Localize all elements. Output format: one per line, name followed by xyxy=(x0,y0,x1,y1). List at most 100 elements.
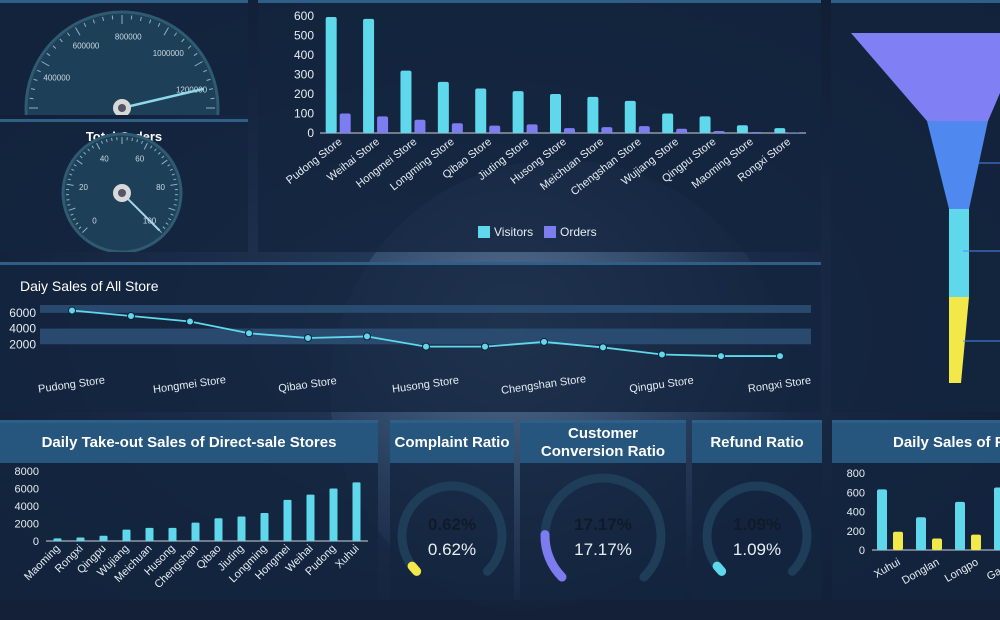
takeout-bar xyxy=(307,495,315,541)
takeout-bar xyxy=(330,489,338,542)
visitors-gauge-panel: 2000004000006000008000001000000120000014… xyxy=(0,0,248,115)
bar-orders xyxy=(601,127,612,133)
ring-value-secondary: 17.17% xyxy=(574,540,632,559)
y-tick-label: 400 xyxy=(294,48,314,62)
y-tick-label: 500 xyxy=(294,29,314,43)
bar-series-1 xyxy=(971,535,981,550)
bar-visitors xyxy=(326,17,337,133)
ring-value: 17.17% xyxy=(574,515,632,534)
y-tick-label: 0 xyxy=(307,126,314,140)
bar-visitors xyxy=(737,125,748,133)
sales-point xyxy=(128,313,135,320)
takeout-bar xyxy=(54,538,62,541)
orders-gauge-panel: Total Orders 020406080100 xyxy=(0,119,248,252)
x-tick-label: Longpo xyxy=(943,556,981,585)
orders-tick xyxy=(112,138,113,141)
y-tick-label: 2000 xyxy=(9,337,36,351)
orders-tick xyxy=(132,138,133,141)
legend-swatch xyxy=(478,226,490,238)
stripe-band xyxy=(40,329,811,345)
funnel-stage xyxy=(927,121,988,209)
gauge-tick-label: 800000 xyxy=(115,32,142,41)
y-tick-label: 800 xyxy=(847,468,865,480)
bar-visitors xyxy=(475,89,486,133)
sales-point xyxy=(541,338,548,345)
x-tick-label: Xuhui xyxy=(333,543,361,571)
ring-value: 0.62% xyxy=(428,515,476,534)
stripe-band xyxy=(40,305,811,313)
x-tick-label: Chengshan Store xyxy=(500,373,586,397)
x-tick-label: Qingpu Store xyxy=(629,375,695,396)
gauge-tick-label: 1000000 xyxy=(153,49,185,58)
bar-series-0 xyxy=(916,517,926,550)
funnel-panel xyxy=(831,0,1000,412)
takeout-bar xyxy=(192,523,200,541)
bar-orders xyxy=(527,124,538,133)
funnel-stage xyxy=(949,209,969,297)
x-tick-label: Xuhui xyxy=(872,556,902,580)
y-tick-label: 100 xyxy=(294,107,314,121)
orders-tick xyxy=(67,205,70,206)
orders-tick xyxy=(174,205,177,206)
sales-point xyxy=(69,307,76,314)
x-tick-label: Qibao Store xyxy=(278,375,338,395)
ring-value-secondary: 1.09% xyxy=(733,540,781,559)
bar-visitors xyxy=(774,128,785,133)
bar-visitors xyxy=(363,19,374,133)
bar-visitors xyxy=(662,114,673,134)
bar-visitors xyxy=(550,94,561,133)
conversion-panel: Customer Conversion Ratio 17.17%17.17% xyxy=(520,420,686,600)
orders-tick-label: 80 xyxy=(156,183,165,192)
bar-visitors xyxy=(438,82,449,133)
y-tick-label: 600 xyxy=(847,487,865,499)
y-tick-label: 300 xyxy=(294,68,314,82)
x-tick-label: Gangh xyxy=(985,556,1000,583)
funnel-stage xyxy=(851,33,1000,121)
y-tick-label: 2000 xyxy=(15,519,39,531)
orders-tick-label: 0 xyxy=(92,217,97,226)
complaint-panel: Complaint Ratio 0.62%0.62% xyxy=(390,420,514,600)
orders-tick-label: 60 xyxy=(135,154,144,163)
bar-series-0 xyxy=(877,489,887,550)
bar-orders xyxy=(714,131,725,133)
funnel-chart xyxy=(831,3,1000,412)
legend-swatch xyxy=(544,226,556,238)
refund-panel: Refund Ratio 1.09%1.09% xyxy=(692,420,822,600)
sales-point xyxy=(777,353,784,360)
bar-series-0 xyxy=(994,487,1000,550)
orders-hub-center xyxy=(118,189,126,197)
ring-progress xyxy=(717,566,722,571)
takeout-bar xyxy=(261,513,269,541)
gauge-hub-center xyxy=(118,104,126,112)
ring-value: 1.09% xyxy=(733,515,781,534)
takeout-bar xyxy=(77,538,85,542)
gauge-tick-label: 600000 xyxy=(73,42,100,51)
bar-orders xyxy=(340,114,351,134)
sales-point xyxy=(187,318,194,325)
gauge-tick-label: 400000 xyxy=(43,74,70,83)
x-tick-label: Donglan xyxy=(900,556,941,587)
bar-orders xyxy=(751,132,762,133)
complaint-ring: 0.62%0.62% xyxy=(390,423,514,600)
x-tick-label: Longming Store xyxy=(388,136,457,193)
takeout-bar xyxy=(123,530,131,541)
ring-progress xyxy=(545,535,562,577)
sales-point xyxy=(718,353,725,360)
x-tick-label: Meichuan Store xyxy=(538,136,606,193)
sales-point xyxy=(482,343,489,350)
sales-point xyxy=(364,333,371,340)
visitors-gauge: 2000004000006000008000001000000120000014… xyxy=(0,3,248,115)
legend-label: Visitors xyxy=(494,225,533,239)
takeout-bar xyxy=(100,536,108,541)
legend-label: Orders xyxy=(560,225,597,239)
sales-point xyxy=(423,343,430,350)
takeout-bar xyxy=(215,518,223,541)
sales-point xyxy=(659,351,666,358)
y-tick-label: 6000 xyxy=(9,306,36,320)
takeout-bar xyxy=(169,528,177,541)
orders-tick-label: 20 xyxy=(79,183,88,192)
y-tick-label: 200 xyxy=(847,526,865,538)
